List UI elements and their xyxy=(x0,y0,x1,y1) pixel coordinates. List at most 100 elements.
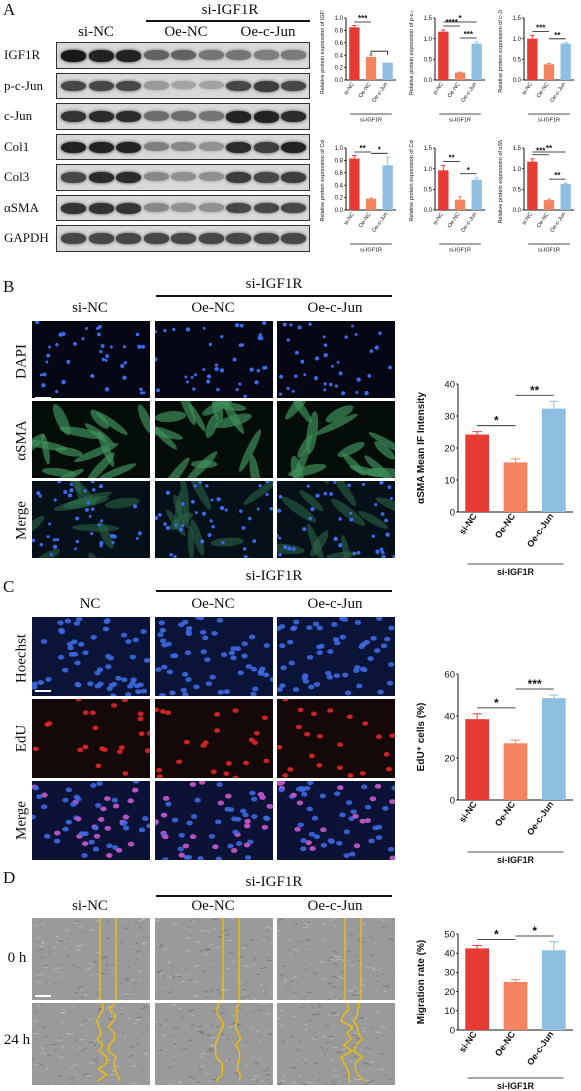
y-tick-label: 20 xyxy=(444,987,455,998)
blot-band xyxy=(226,233,251,244)
scale-bar xyxy=(35,397,51,399)
scale-bar xyxy=(35,995,51,997)
micrograph-tile xyxy=(277,781,395,860)
category-label-si-nc: si-NC xyxy=(457,1029,479,1054)
y-axis-label: Relative protein expression of IGF1R xyxy=(320,10,326,94)
blot-band xyxy=(253,172,279,183)
blot-label-col3: Col3 xyxy=(4,169,30,184)
blot-band xyxy=(143,80,169,90)
blot-band xyxy=(116,141,141,154)
bar-oe-nc xyxy=(543,64,555,80)
blot-band xyxy=(61,202,86,214)
group-label: si-IGF1R xyxy=(360,118,382,124)
bar-chart-col1: 0.0 0.2 0.4 0.6 0.8 1.0 Relative protein expre… xyxy=(320,140,396,254)
y-tick-label: 1.0 xyxy=(513,167,522,173)
blot-band xyxy=(171,111,196,121)
blot-band xyxy=(281,141,306,154)
blot-band xyxy=(198,172,224,182)
y-tick-label: 0.5 xyxy=(424,187,433,193)
category-label-oe-c-jun: Oe-c-Jun xyxy=(525,799,556,837)
y-tick-label: 0.0 xyxy=(513,78,522,84)
significance-label: *** xyxy=(536,23,546,32)
bar-oe-c-jun xyxy=(471,43,482,80)
blot-band xyxy=(253,80,279,92)
category-label-oe-c-jun: Oe-c-Jun xyxy=(371,212,389,234)
blot-band xyxy=(61,50,86,62)
blot-band xyxy=(226,202,251,214)
category-label-oe-nc: Oe-NC xyxy=(358,82,373,99)
micrograph-tile xyxy=(155,481,273,558)
bar-chart-edu-cells: 0 20 40 60 EdU⁺ cells (%) si-NC Oe-NC Oe-c-Jun s… xyxy=(416,669,573,865)
blot-band xyxy=(143,141,169,152)
scratch-edge-0h xyxy=(222,918,240,1000)
micrograph-tile xyxy=(155,1003,273,1085)
significance-label: *** xyxy=(464,30,474,39)
group-label: si-IGF1R xyxy=(449,118,471,124)
y-tick-label: 10 xyxy=(444,475,455,486)
y-tick-label: 0.5 xyxy=(424,57,433,63)
blot-band xyxy=(253,233,279,244)
micrograph-tile xyxy=(32,481,150,558)
micrograph-tile xyxy=(32,401,150,478)
significance-label: ** xyxy=(546,144,553,153)
bar-chart-col3: 0.0 0.5 1.0 1.5 Relative protein expression … xyxy=(409,140,485,254)
blot-band xyxy=(281,111,306,123)
group-label: si-IGF1R xyxy=(497,855,535,865)
blot-band xyxy=(198,50,224,60)
bar-oe-nc xyxy=(503,743,528,800)
y-tick-label: 0.0 xyxy=(513,208,522,214)
y-tick-label: 0 xyxy=(450,507,455,518)
micrograph-tile xyxy=(155,321,273,398)
category-label-oe-c-jun: Oe-c-Jun xyxy=(525,1029,556,1067)
group-label: si-IGF1R xyxy=(497,567,535,577)
y-tick-label: 10 xyxy=(444,1006,455,1017)
significance-label: *** xyxy=(358,14,368,23)
significance-label: * xyxy=(494,414,499,428)
panel-a-col-oe-nc: Oe-NC xyxy=(164,24,208,40)
significance-label: *** xyxy=(536,147,546,156)
significance-label: ** xyxy=(530,383,540,397)
panel-b-col-oe-cjun: Oe-c-Jun xyxy=(307,300,363,316)
micrograph-tile xyxy=(277,617,395,696)
panel-c-letter: C xyxy=(3,577,15,596)
category-label-si-nc: si-NC xyxy=(457,799,479,824)
micrograph-tile xyxy=(32,617,150,696)
y-axis-label: Relative protein expression of c-Jun xyxy=(498,10,504,93)
blot-strip-gapdh xyxy=(56,225,310,252)
micrograph-tile xyxy=(155,781,273,860)
blot-band xyxy=(171,172,196,182)
y-tick-label: 1.0 xyxy=(513,37,522,43)
bar-oe-c-jun xyxy=(382,62,393,80)
y-tick-label: 0.0 xyxy=(335,208,344,214)
y-axis-label: αSMA Mean IF Intensity xyxy=(416,392,427,504)
bar-chart-c-jun: 0.0 0.5 1.0 1.5 Relative protein expression … xyxy=(498,10,574,124)
y-tick-label: 0.6 xyxy=(335,41,344,47)
y-tick-label: 40 xyxy=(444,949,455,960)
category-label-si-nc: si-NC xyxy=(521,212,534,227)
y-tick-label: 0.4 xyxy=(335,183,344,189)
blot-band xyxy=(88,50,114,62)
category-label-si-nc: si-NC xyxy=(457,511,479,536)
bar-si-nc xyxy=(438,31,449,80)
category-label-si-nc: si-NC xyxy=(343,82,356,97)
blot-band xyxy=(281,172,306,183)
y-tick-label: 40 xyxy=(444,379,455,390)
panel-b-row-merge: Merge xyxy=(13,501,30,540)
blot-label-gapdh: GAPDH xyxy=(4,230,49,245)
panel-a-col-si-nc: si-NC xyxy=(78,24,114,40)
blot-band xyxy=(61,141,86,154)
significance-label: * xyxy=(494,696,499,710)
y-tick-label: 0.6 xyxy=(335,171,344,177)
bar-oe-c-jun xyxy=(471,179,482,210)
micrograph-tile xyxy=(277,1003,395,1085)
y-tick-label: 0.0 xyxy=(424,78,433,84)
y-tick-label: 40 xyxy=(444,711,455,722)
blot-band xyxy=(198,202,224,212)
panel-b-col-oe-nc: Oe-NC xyxy=(191,300,235,316)
category-label-oe-nc: Oe-NC xyxy=(447,212,462,229)
scratch-edge-0h xyxy=(99,918,117,1000)
panel-b-letter: B xyxy=(3,277,15,296)
panel-c-row-hoechst: Hoechst xyxy=(13,633,30,684)
panel-c-row-merge: Merge xyxy=(13,801,30,840)
